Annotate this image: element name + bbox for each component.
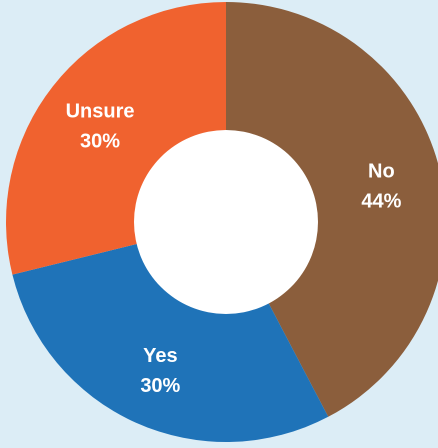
slice-label-unsure: Unsure xyxy=(66,100,135,122)
slice-label-no: No xyxy=(368,161,395,183)
slice-value-unsure: 30% xyxy=(80,130,120,152)
slice-value-no: 44% xyxy=(361,191,401,213)
donut-center-hole xyxy=(134,130,318,314)
slice-label-yes: Yes xyxy=(143,345,177,367)
slice-value-yes: 30% xyxy=(140,375,180,397)
